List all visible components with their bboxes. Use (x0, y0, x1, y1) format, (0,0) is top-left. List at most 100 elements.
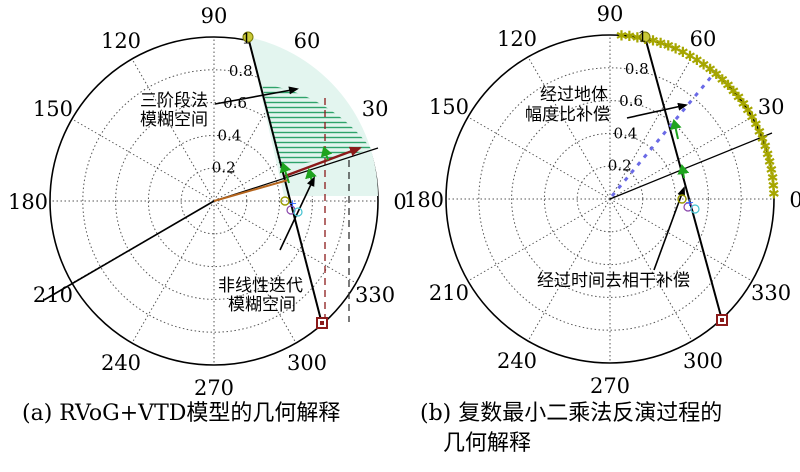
annotation-arrow-b2 (653, 186, 686, 271)
angle-tick-label: 30 (758, 95, 785, 119)
angle-tick-label: 150 (33, 97, 73, 121)
radial-gridline (49, 36, 379, 366)
radius-tick-label: 0.4 (613, 124, 637, 142)
angular-gridline (131, 200, 215, 344)
annotation-a2-line2: 模糊空间 (228, 295, 296, 315)
angle-tick-label: 60 (294, 29, 321, 53)
star-marker: ✱ (647, 34, 659, 50)
annotation-arrow-b1 (626, 102, 688, 119)
arrow-red-a (284, 146, 362, 178)
radial-gridline (147, 134, 281, 268)
angular-gridline (213, 200, 297, 344)
angular-gridline (609, 198, 693, 342)
radial-gridline (115, 102, 313, 300)
star-marker: ✱ (684, 49, 696, 65)
caption-b-line2: 几何解释 (443, 431, 532, 456)
marker-square-b-inner (720, 318, 724, 322)
angular-gridline (609, 116, 753, 200)
arrow-green-a2 (320, 146, 333, 161)
radius-tick-label: 0.2 (608, 157, 632, 175)
radial-gridline (511, 100, 709, 298)
angle-tick-label: 210 (429, 281, 469, 305)
marker-plus-a: + (288, 197, 297, 210)
star-marker: ✱ (716, 72, 728, 88)
angle-tick-label: 60 (690, 27, 717, 51)
angle-tick-label: 270 (194, 376, 234, 400)
angular-gridline (527, 198, 611, 342)
angle-tick-label: 120 (101, 29, 141, 53)
radius-tick-label: 0.4 (217, 126, 241, 144)
annotation-arrow-a1 (214, 86, 299, 105)
star-marker: ✱ (722, 78, 734, 94)
radius-tick-label: 0.6 (619, 92, 643, 110)
angle-tick-label: 0 (393, 190, 406, 214)
annotation-a2-line1: 非线性迭代 (218, 276, 303, 296)
hatched-region-a (262, 84, 372, 168)
tick-labels-a: 0 30 60 90 120 150 180 210 240 270 300 330 0.2 0.4 0.6… (8, 4, 407, 400)
angular-gridline (467, 116, 611, 200)
angular-gridline (609, 198, 753, 282)
angle-tick-label: 180 (404, 188, 444, 212)
marker-circle-mid-a (280, 196, 290, 206)
star-marker: ✱ (670, 42, 682, 58)
annotation-a1-line1: 三阶段法 (140, 91, 208, 111)
angular-gridline (527, 56, 611, 200)
angle-tick-label: 240 (101, 351, 141, 375)
radius-tick-label: 0.6 (223, 94, 247, 112)
star-marker: ✱ (677, 45, 689, 61)
radial-gridline (543, 132, 677, 266)
annotation-arrow-a2 (279, 176, 315, 251)
angle-tick-label: 330 (751, 281, 791, 305)
marker-circle-mid-b (677, 194, 687, 204)
angular-gridline (467, 198, 611, 282)
angle-tick-label: 300 (683, 349, 723, 373)
star-marker: ✱ (750, 117, 762, 133)
polar-chart-b: ✱✱✱✱✱✱✱✱✱✱✱✱✱✱✱✱✱✱✱✱✱✱✱✱✱✱✱✱✱✱✱ + 030609… (404, 2, 800, 398)
star-marker: ✱ (698, 57, 710, 73)
star-marker: ✱ (764, 155, 776, 171)
radius-tick-label: 1 (638, 27, 648, 45)
star-marker: ✱ (767, 170, 779, 186)
star-marker: ✱ (616, 28, 628, 44)
line-b-main (644, 36, 723, 321)
angle-tick-label: 300 (287, 351, 327, 375)
radial-gridline (478, 67, 742, 331)
radius-tick-label: 1 (242, 29, 252, 47)
angle-tick-label: 90 (597, 2, 624, 26)
star-marker: ✱ (631, 30, 643, 46)
star-marker: ✱ (655, 36, 667, 52)
marker-circle-cyan-a (293, 207, 303, 217)
star-marker: ✱ (737, 97, 749, 113)
star-marker: ✱ (728, 84, 740, 100)
angle-tick-label: 270 (590, 374, 630, 398)
radial-gridline (445, 34, 775, 364)
radius-tick-label: 0.2 (212, 159, 236, 177)
star-marker: ✱ (765, 162, 777, 178)
angle-tick-label: 30 (362, 97, 389, 121)
angle-tick-label: 150 (429, 95, 469, 119)
star-marker: ✱ (742, 103, 754, 119)
marker-circle-cyan-b (690, 204, 700, 214)
caption-b-line1: (b) 复数最小二乘法反演过程的 (420, 401, 723, 426)
star-marker: ✱ (746, 110, 758, 126)
ray-a-210 (43, 200, 215, 301)
polar-grid-b (445, 34, 775, 364)
annotation-b2: 经过时间去相干补偿 (537, 271, 690, 291)
star-marker: ✱ (768, 178, 780, 194)
arrow-green-b1 (669, 119, 682, 140)
star-marker: ✱ (768, 186, 780, 202)
angle-tick-label: 0 (789, 188, 800, 212)
star-marker: ✱ (691, 53, 703, 69)
ray-b-upper (609, 132, 773, 200)
marker-circle-top-b (639, 31, 651, 43)
annotation-b1-line1: 经过地体 (540, 85, 608, 105)
angle-tick-label: 240 (497, 349, 537, 373)
arrow-green-a1 (279, 162, 292, 184)
annotation-b1-line2: 幅度比补偿 (525, 105, 610, 125)
angle-tick-label: 330 (355, 283, 395, 307)
radius-tick-label: 0.8 (625, 60, 649, 78)
star-marker: ✱ (733, 90, 745, 106)
angular-gridline (213, 200, 357, 284)
tick-labels-b: 0 30 60 90 120 150 180 210 240 270 300 330 0.2 0.4 0.6… (404, 2, 800, 398)
